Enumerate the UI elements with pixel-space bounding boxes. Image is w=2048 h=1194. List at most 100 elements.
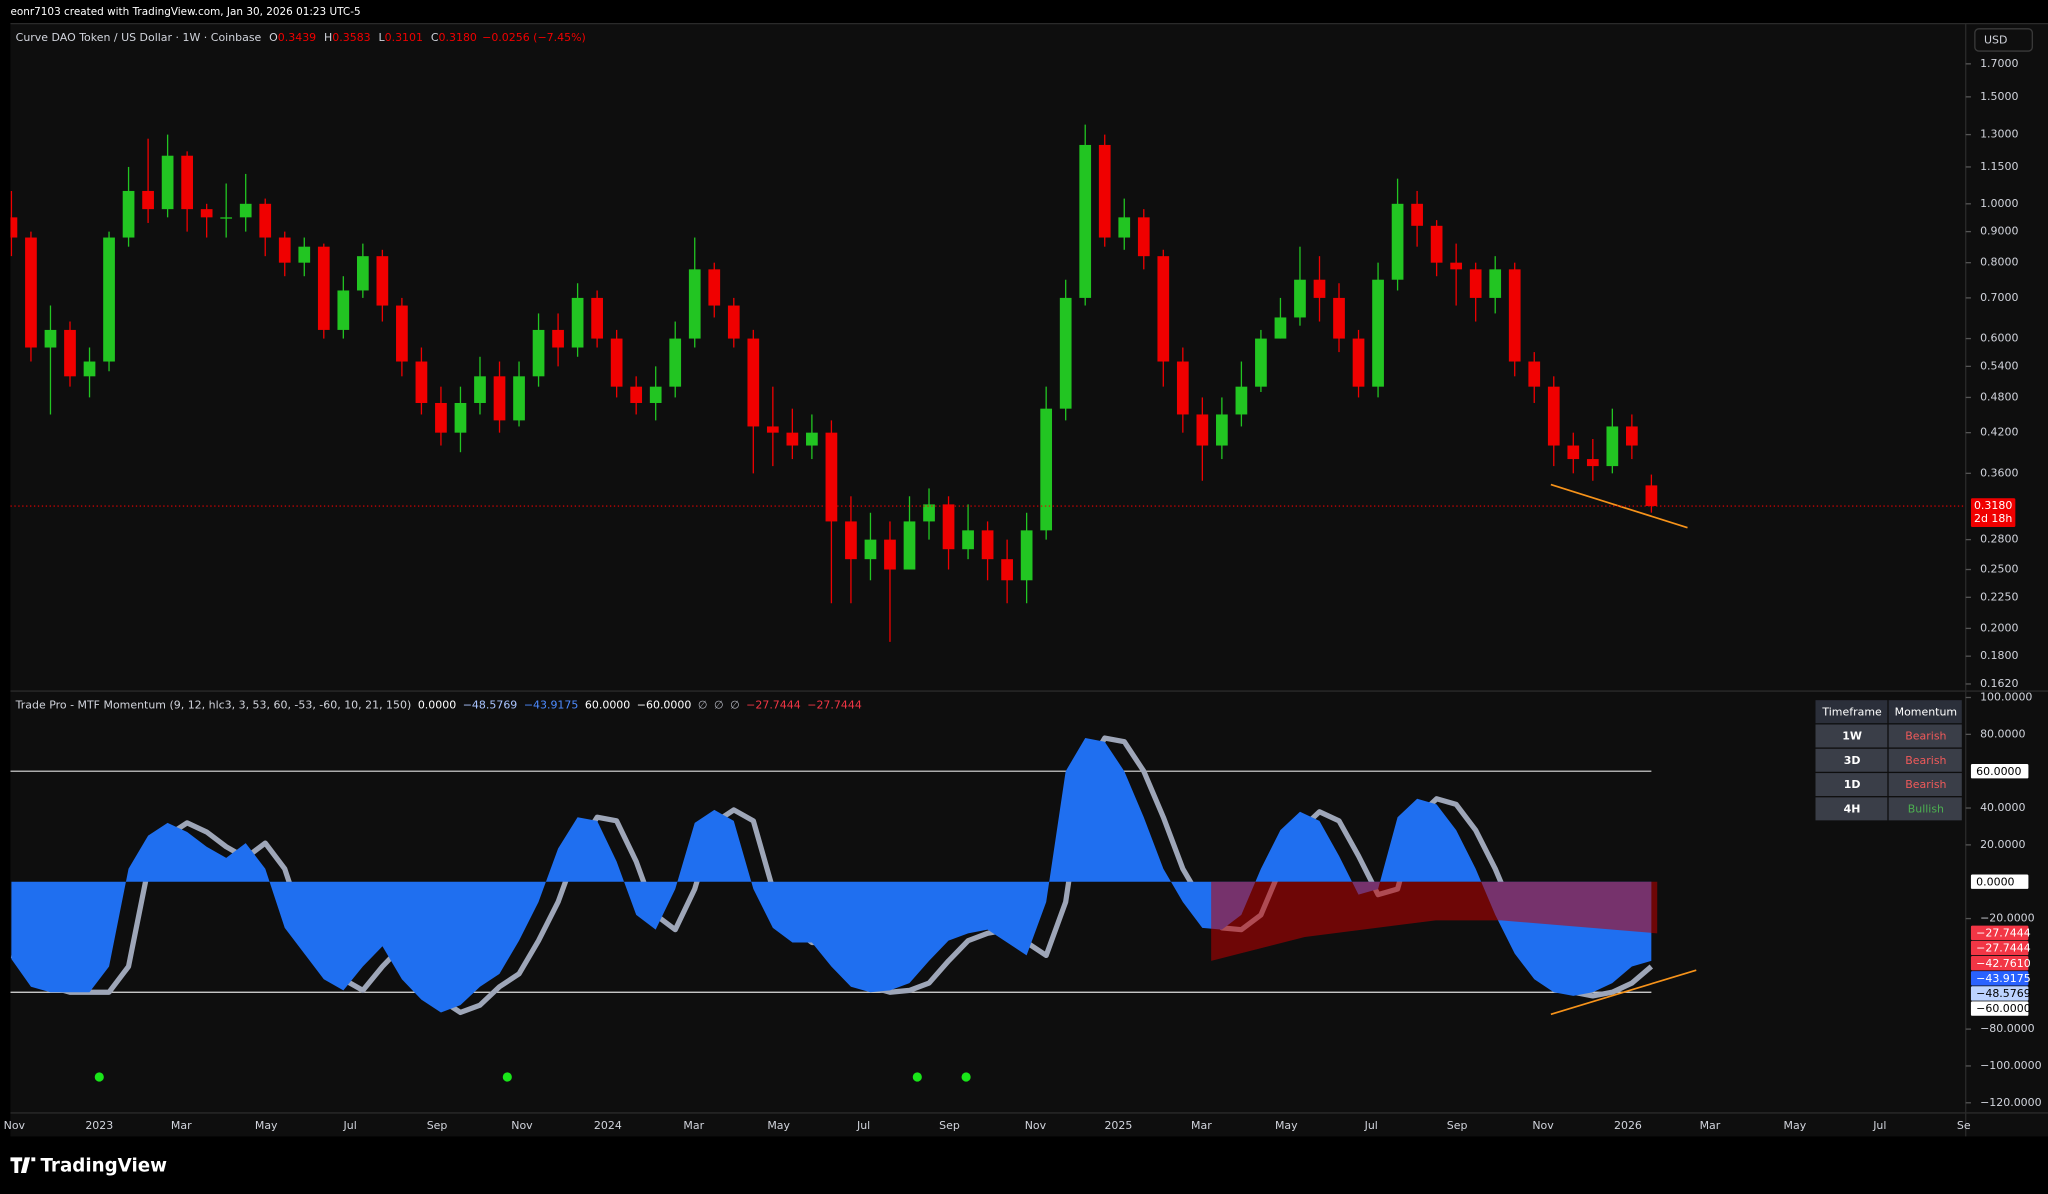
candle-body [786,432,799,446]
axis-tag [1970,986,2029,1001]
axis-tag-label: −42.7610 [1976,957,2031,970]
x-tick-label: May [255,1119,278,1132]
candle-body [747,338,760,427]
currency-box[interactable] [1974,28,2033,52]
candle-body [454,402,467,433]
y-tick-label: 100.0000 [1980,691,2032,704]
y-tick-label: 0.2000 [1980,621,2018,634]
candle-body [806,432,818,446]
axis-tag [1970,764,2029,779]
candle-body [903,521,916,570]
candle-body [571,297,584,348]
candle-body [864,539,877,560]
charts: Nov 2023 Mar May Jul Sep Nov 2024 Mar May Jul Sep No… [4,28,2042,1132]
table-text: Bearish [1905,754,1946,767]
candle-body [25,237,37,348]
logo [10,1157,36,1173]
table-text: 1W [1842,730,1862,743]
legend-text: 0.0000 [418,698,456,711]
candle-body [10,217,18,238]
legend-text: O [269,31,278,44]
axis-tag [1970,874,2029,889]
table-cell [1888,797,1962,821]
candle-body [1411,203,1423,226]
y-tick-label: −120.0000 [1980,1096,2042,1109]
candle-body [435,402,447,433]
x-tick-label: Se [1957,1119,1971,1132]
candle-body [1157,256,1170,362]
y-tick-label: 0.9000 [1980,225,2018,238]
legend-text: L [378,31,385,44]
candle-body [649,386,662,403]
axis-tag [1970,1001,2029,1016]
candle-body [64,329,76,377]
candle-body [630,386,643,403]
candle-body [1216,414,1228,446]
y-tick-label: 0.4800 [1980,390,2018,403]
legend-text: −27.7444 [746,698,801,711]
axis-tag-label: 0.0000 [1976,875,2014,888]
candle-body [962,530,974,550]
candle-body [884,539,896,570]
candle-body [825,432,838,522]
author-line: eonr7103 created with TradingView.com, J… [10,6,360,18]
candle-body [1469,269,1482,298]
y-tick-label: −100.0000 [1980,1059,2042,1072]
oscillator [10,735,1658,1082]
candle-body [981,530,994,560]
candle-body [708,269,721,306]
y-tick-label: 20.0000 [1980,838,2025,851]
candle-body [1372,279,1384,387]
table-cell [1888,724,1962,748]
legend-text: ∅ [698,698,708,711]
candle-body [1020,530,1033,581]
candle-body [44,329,57,348]
y-tick-label: 1.0000 [1980,197,2018,210]
candle-body [942,504,955,550]
zone-area [1211,881,1658,961]
candle-body [610,338,623,387]
candle-body [376,256,389,306]
candle-body [1196,414,1209,446]
candle-body [122,190,135,238]
candle-body [161,155,174,210]
momentum-area [11,738,1652,1013]
y-tick-label: 1.1500 [1980,160,2018,173]
candle-body [220,217,233,219]
candles [10,124,1688,642]
legend-text: 0.3101 [385,31,423,44]
axis-tag-label: −60.0000 [1976,1002,2031,1015]
y-tick-label: 0.6000 [1980,332,2018,345]
candle-body [298,246,311,263]
x-tick-label: Nov [4,1119,26,1132]
candle-body [239,203,252,218]
candle-body [669,338,682,387]
candle-body [142,190,154,210]
legend-text: Curve DAO Token / US Dollar · 1W · Coinb… [16,31,262,44]
candle-body [1118,217,1131,238]
legend-text: −48.5769 [463,698,518,711]
y-tick-label: 40.0000 [1980,801,2025,814]
signal-dot [94,1072,104,1082]
x-tick-label: Nov [511,1119,533,1132]
candle-body [1645,485,1658,507]
x-tick-label: 2026 [1614,1119,1642,1132]
candle-body [1352,338,1365,387]
trendline [1550,969,1697,1016]
legend-text: −0.0256 (−7.45%) [482,31,586,44]
axis-tag-label: −27.7444 [1976,942,2031,955]
candle-body [337,290,350,330]
candle-body [1313,279,1326,298]
legend-text: −27.7444 [807,698,862,711]
candle-body [1528,361,1541,387]
currency: USD [1984,34,2007,47]
candle-body [845,521,857,560]
candle-body [1040,408,1053,531]
candle-body [1294,279,1306,318]
y-tick-label: 0.8000 [1980,256,2018,269]
y-tick-label: 0.1800 [1980,649,2018,662]
legend-text: ∅ [730,698,740,711]
y-tick-label: 0.3600 [1980,466,2018,479]
